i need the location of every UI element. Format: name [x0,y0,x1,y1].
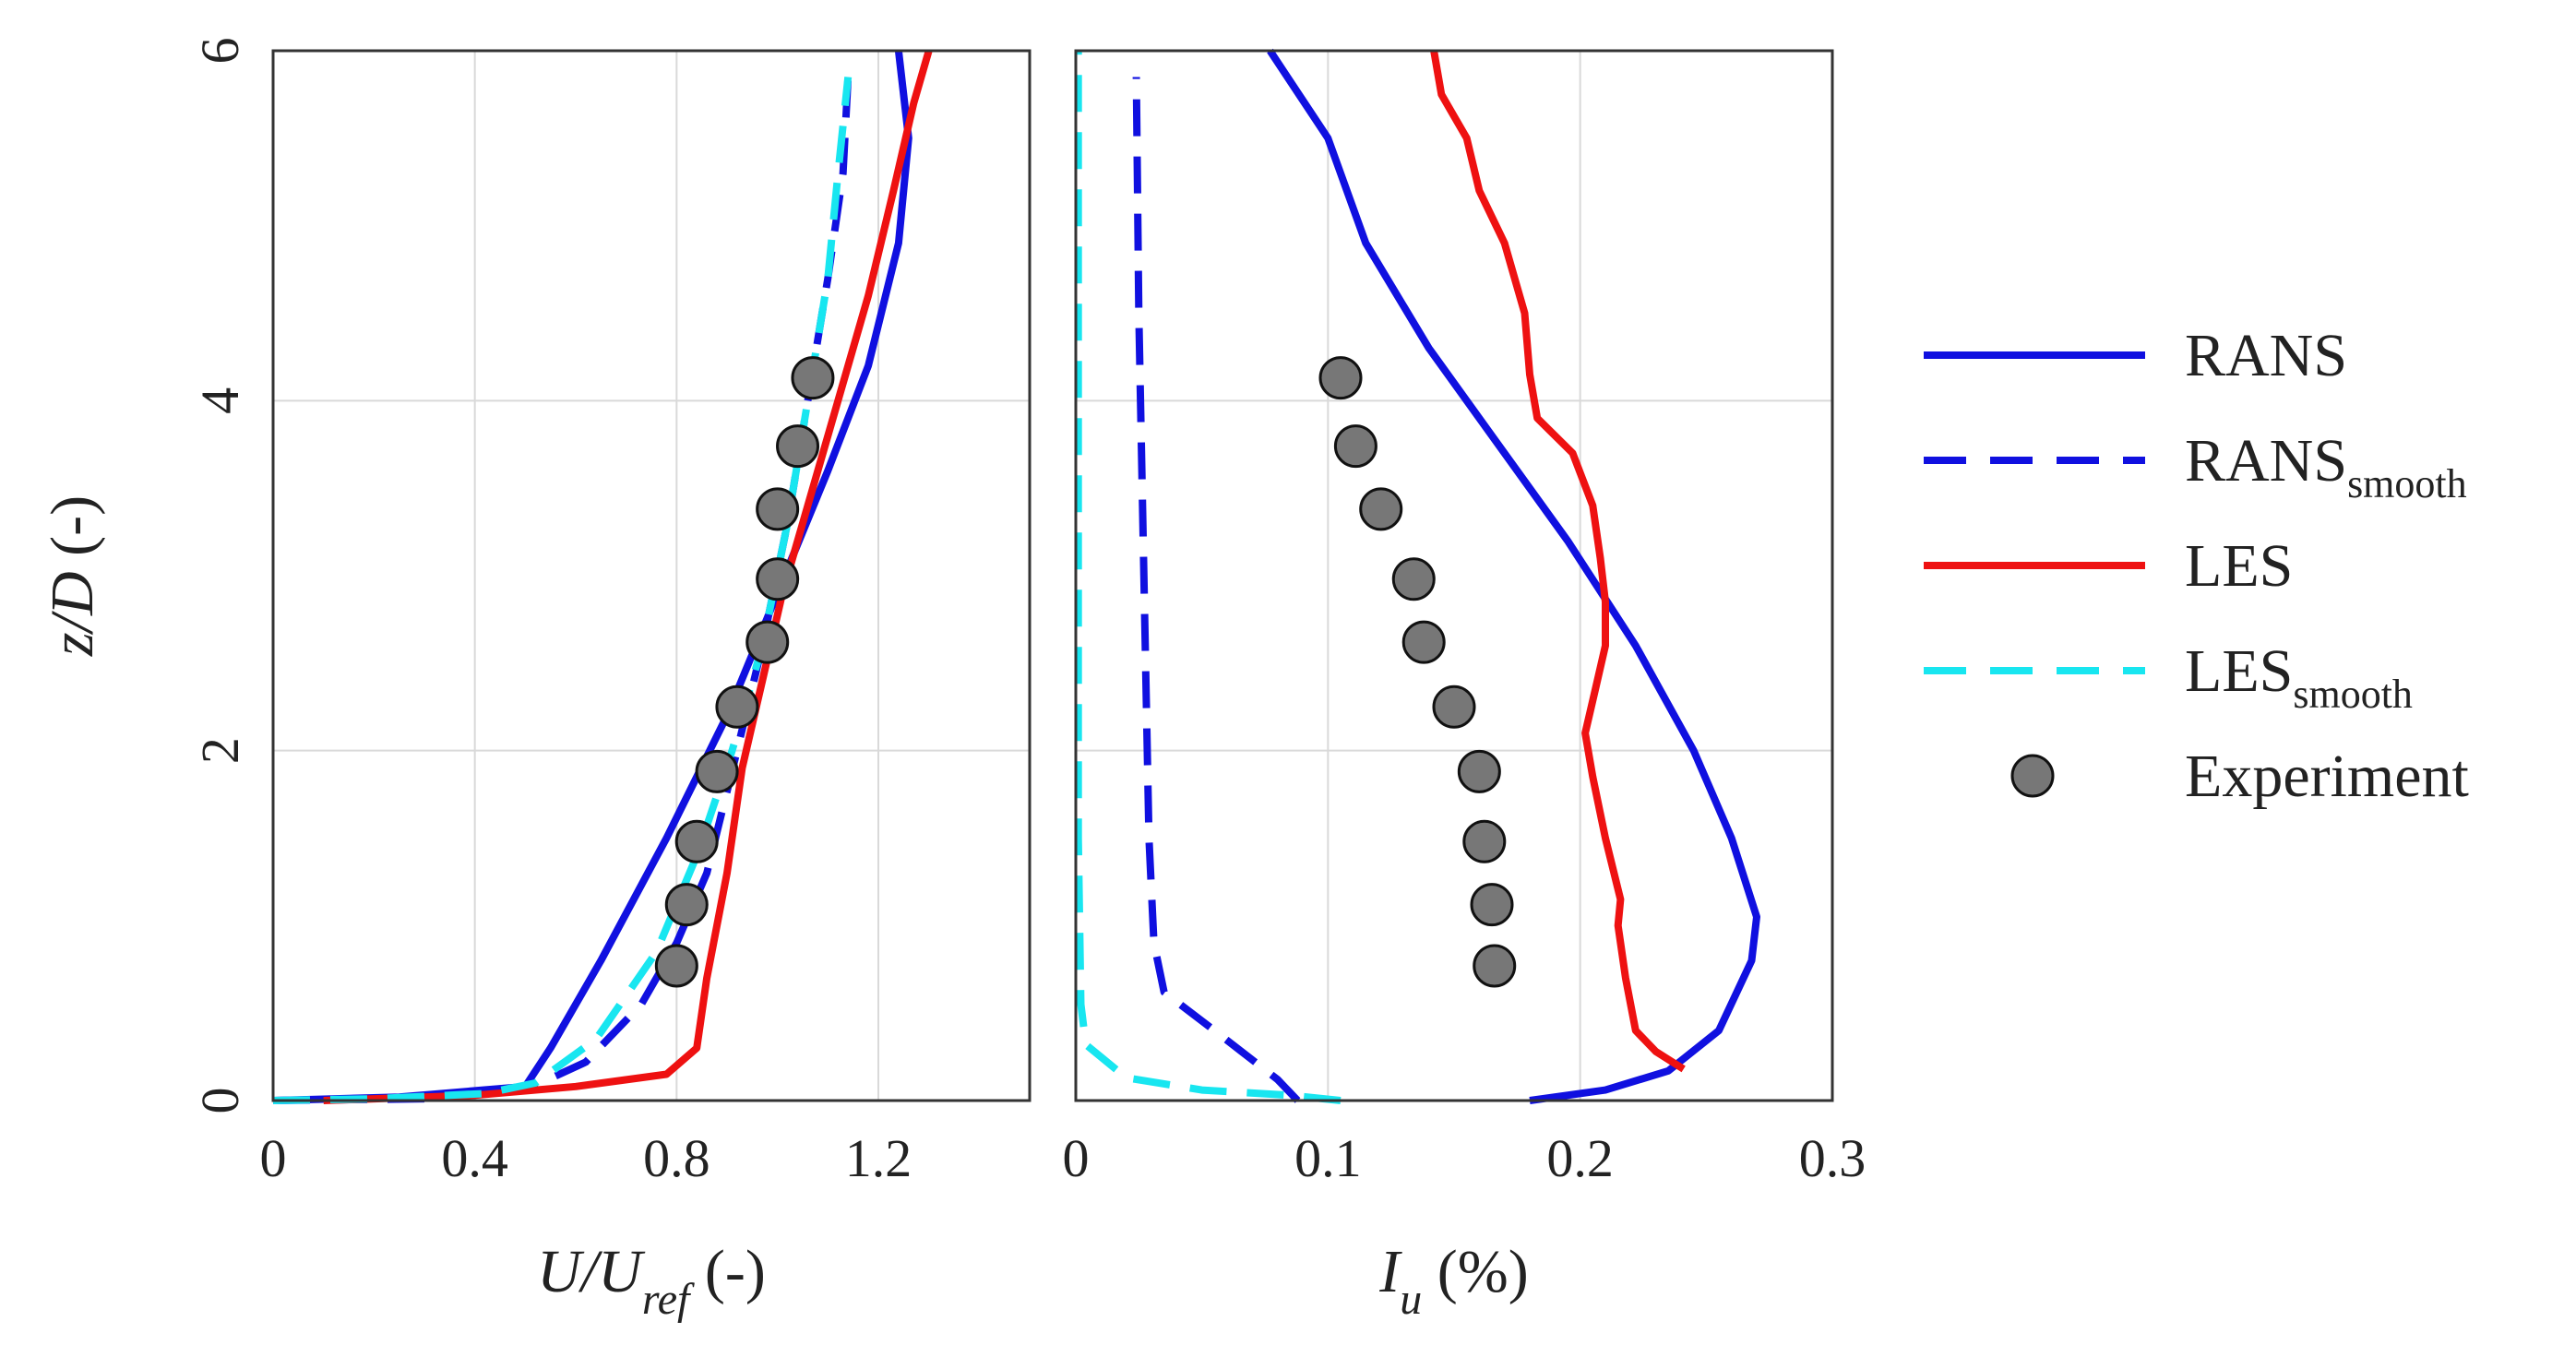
right-experiment-marker [1401,620,1446,664]
right-rans-line [1267,48,1760,1104]
right-experiment-marker [1333,424,1377,469]
y-label-unit: (-) [39,495,106,571]
left-x-tick-label: 0.4 [441,1128,508,1188]
left-x-label-main: U/U [537,1238,646,1305]
left-x-label-sub: ref [642,1275,695,1324]
right-experiment-marker [1391,557,1436,601]
right-x-tick-label: 0.2 [1546,1128,1614,1188]
left-les-line [323,49,933,1104]
left-experiment-marker [745,620,790,664]
legend: RANS RANSsmooth LES LESsmooth Experiment [1924,322,2469,810]
left-axes-frame [271,49,1032,1102]
left-experiment-marker [756,557,800,601]
right-experiment-marker [1457,749,1501,793]
right-grid [1075,50,1833,1101]
right-experiment-marker [1473,944,1517,988]
left-les-smooth-line [272,77,853,1104]
right-panel: 0 0.1 0.2 0.3 Iu (%) [1063,48,1866,1324]
y-label-main: z/D [39,571,106,657]
y-axis-label: z/D (-) [39,495,106,657]
left-experiment-marker [791,356,835,400]
right-x-tick-label: 0.3 [1799,1128,1866,1188]
legend-label: Experiment [2185,743,2469,810]
y-tick-label: 0 [190,1088,250,1114]
left-experiment-marker [654,944,698,988]
legend-marker-swatch [2010,754,2055,798]
legend-item-les: LES [1924,532,2293,600]
legend-item-rans: RANS [1924,322,2347,389]
left-grid [272,50,1030,1101]
y-tick-label: 4 [190,387,250,414]
legend-item-les-smooth: LESsmooth [1924,637,2413,717]
left-x-tick-labels: 0 0.4 0.8 1.2 [260,1128,912,1188]
legend-item-experiment: Experiment [2010,743,2469,810]
left-x-tick-label: 0.8 [643,1128,710,1188]
right-experiment-marker [1432,684,1476,729]
legend-label: LES [2185,532,2293,600]
left-experiment-marker [776,424,820,469]
left-experiment-marker [664,883,709,927]
right-experiment-marker [1470,883,1514,927]
y-tick-label: 2 [190,737,250,764]
right-axes-frame [1074,49,1834,1102]
left-experiment-marker [695,749,739,793]
right-x-tick-label: 0.1 [1294,1128,1362,1188]
left-panel: 0 0.4 0.8 1.2 0 2 4 6 U/Uref (-) z/D (-) [39,38,1032,1324]
left-series [272,49,933,1104]
right-experiment-marker [1359,487,1403,531]
left-x-tick-label: 1.2 [845,1128,912,1188]
right-x-label-sub: u [1400,1275,1422,1324]
right-les-smooth-line [1074,51,1342,1104]
legend-item-rans-smooth: RANSsmooth [1924,427,2467,506]
left-y-tick-labels: 0 2 4 6 [190,38,250,1114]
right-x-label-main: I [1378,1238,1402,1305]
left-x-axis-label: U/Uref (-) [537,1238,766,1324]
right-rans-smooth-line [1132,77,1301,1103]
left-x-label-unit: (-) [689,1238,765,1305]
right-experiment-marker [1462,819,1507,863]
legend-label: LESsmooth [2185,637,2413,717]
right-x-tick-labels: 0 0.1 0.2 0.3 [1063,1128,1866,1188]
left-rans-line [272,50,912,1104]
right-experiment-marker [1318,356,1363,400]
legend-label: RANS [2185,322,2347,389]
legend-label: RANSsmooth [2185,427,2467,506]
right-x-tick-label: 0 [1063,1128,1090,1188]
left-x-tick-label: 0 [260,1128,287,1188]
right-x-label-unit: (%) [1422,1238,1528,1305]
left-experiment-marker [674,819,719,863]
right-x-axis-label: Iu (%) [1378,1238,1528,1324]
right-series [1074,48,1760,1104]
right-les-line [1430,50,1686,1073]
left-experiment-marker [756,487,800,531]
left-experiment-marker [715,684,759,729]
y-tick-label: 6 [190,38,250,65]
